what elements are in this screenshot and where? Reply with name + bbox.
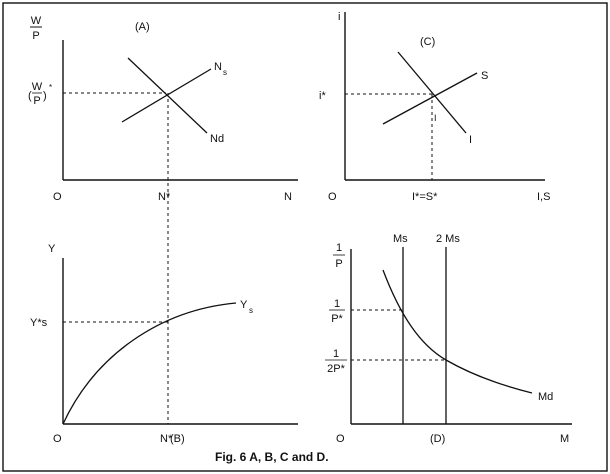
panel-c-x-star: I*=S* <box>412 191 438 203</box>
panel-b-origin: O <box>53 433 62 445</box>
panel-a-tag: (A) <box>135 21 150 33</box>
panel-a-supply-label: N <box>214 61 222 73</box>
panel-a-demand-label: Nd <box>210 133 224 145</box>
panel-c: i (C) O I,S S I I i* I*=S* <box>319 11 550 203</box>
panel-a-star-open-paren: ( <box>28 90 32 102</box>
panel-b-output-label: Y <box>240 299 248 311</box>
panel-a-supply-sub: s <box>223 68 227 77</box>
panel-d-money-demand-curve <box>382 269 533 394</box>
panel-b: Y O N* (B) Y s Y*s <box>30 243 298 445</box>
panel-d-origin: O <box>336 433 345 445</box>
panel-a-star-num: W <box>32 81 43 93</box>
panel-a-y-axis-den: P <box>32 30 39 42</box>
panel-b-output-sub: s <box>249 306 253 315</box>
panel-d-demand-label: Md <box>538 391 553 403</box>
panel-a-star-close-paren: ) <box>43 90 47 102</box>
panel-b-tag: (B) <box>170 433 185 445</box>
panel-c-saving-curve <box>382 72 478 125</box>
panel-d: 1 P O M (D) Ms 2 Ms Md 1 P* 1 2P* <box>325 233 572 445</box>
panel-c-investment-curve <box>397 51 467 134</box>
panel-d-y1-num: 1 <box>334 298 340 310</box>
panel-c-tag: (C) <box>420 36 435 48</box>
panel-a-origin: O <box>53 191 62 203</box>
panel-d-y-axis-den: P <box>335 258 342 270</box>
panel-a-x-axis-label: N <box>284 191 292 203</box>
panel-b-x-star: N* <box>160 433 173 445</box>
panel-c-origin: O <box>328 191 337 203</box>
panel-d-y2-num: 1 <box>333 348 339 360</box>
panel-a: W P (A) O N N s Nd ( W P ) * N* <box>28 15 298 203</box>
panel-d-tag: (D) <box>430 433 445 445</box>
panel-d-y-axis-num: 1 <box>336 242 342 254</box>
panel-b-y-axis-label: Y <box>48 243 56 255</box>
panel-a-x-star: N* <box>158 191 171 203</box>
panel-d-ms-label: Ms <box>393 233 408 245</box>
panel-d-2ms-label: 2 Ms <box>436 233 460 245</box>
panel-b-y-star: Y*s <box>30 317 48 329</box>
panel-b-production-curve <box>62 302 237 425</box>
panel-d-y1-den: P* <box>331 313 343 325</box>
panel-a-star-den: P <box>33 95 40 107</box>
panel-a-labor-supply-curve <box>121 68 212 123</box>
panel-a-star-mark: * <box>49 83 52 92</box>
panel-a-y-axis-num: W <box>31 15 42 27</box>
panel-c-saving-label: S <box>481 70 488 82</box>
panel-c-y-star: i* <box>319 90 326 102</box>
panel-c-investment-label: I <box>469 134 472 146</box>
panel-d-y2-den: 2P* <box>327 363 345 375</box>
panel-d-x-axis-label: M <box>560 433 569 445</box>
panel-c-y-axis-label: i <box>338 11 340 23</box>
panel-c-small-i-label: I <box>434 113 437 123</box>
figure-caption: Fig. 6 A, B, C and D. <box>215 450 329 464</box>
panel-c-x-axis-label: I,S <box>537 191 550 203</box>
